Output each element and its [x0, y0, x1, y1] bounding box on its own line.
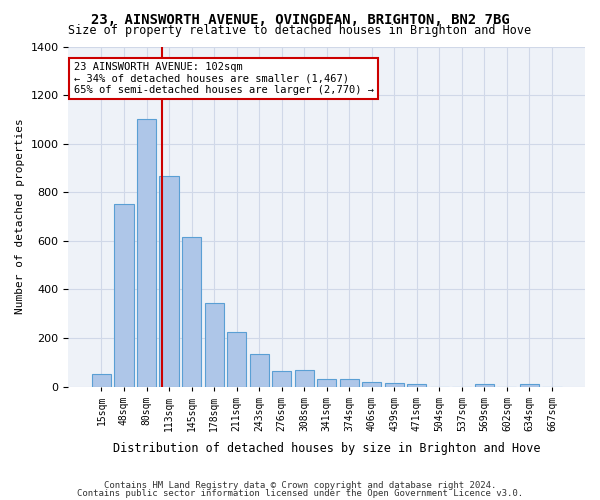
Bar [317, 380, 336, 386]
Y-axis label: Number of detached properties: Number of detached properties [15, 118, 25, 314]
Bar [340, 380, 359, 386]
Bar [160, 176, 179, 386]
X-axis label: Distribution of detached houses by size in Brighton and Hove: Distribution of detached houses by size … [113, 442, 541, 455]
Bar [407, 384, 427, 386]
Text: Contains public sector information licensed under the Open Government Licence v3: Contains public sector information licen… [77, 488, 523, 498]
Text: 23, AINSWORTH AVENUE, OVINGDEAN, BRIGHTON, BN2 7BG: 23, AINSWORTH AVENUE, OVINGDEAN, BRIGHTO… [91, 12, 509, 26]
Text: 23 AINSWORTH AVENUE: 102sqm
← 34% of detached houses are smaller (1,467)
65% of : 23 AINSWORTH AVENUE: 102sqm ← 34% of det… [74, 62, 374, 95]
Bar [362, 382, 382, 386]
Bar [205, 303, 224, 386]
Bar [272, 371, 291, 386]
Bar [182, 237, 201, 386]
Bar [137, 120, 156, 386]
Bar [385, 383, 404, 386]
Bar [115, 204, 134, 386]
Bar [250, 354, 269, 386]
Text: Contains HM Land Registry data © Crown copyright and database right 2024.: Contains HM Land Registry data © Crown c… [104, 481, 496, 490]
Text: Size of property relative to detached houses in Brighton and Hove: Size of property relative to detached ho… [68, 24, 532, 37]
Bar [520, 384, 539, 386]
Bar [227, 332, 246, 386]
Bar [475, 384, 494, 386]
Bar [92, 374, 111, 386]
Bar [295, 370, 314, 386]
